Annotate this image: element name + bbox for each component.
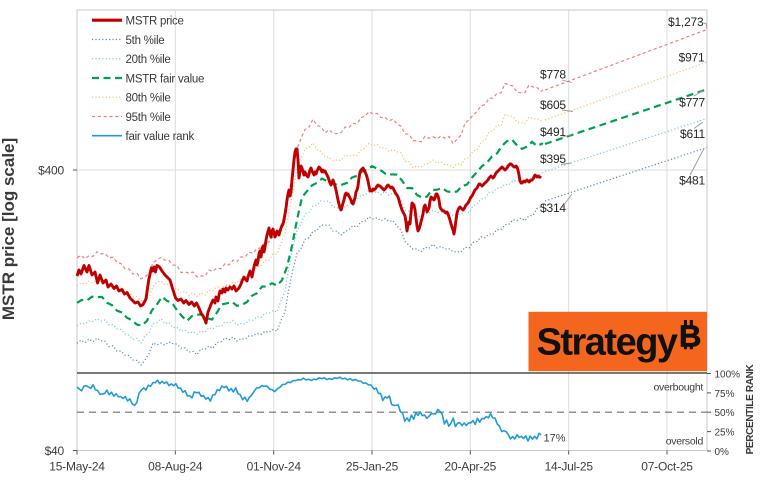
svg-text:$40: $40 <box>45 444 65 458</box>
svg-text:oversold: oversold <box>666 435 704 447</box>
svg-text:08-Aug-24: 08-Aug-24 <box>148 460 203 474</box>
svg-text:$611: $611 <box>680 127 706 141</box>
svg-text:07-Oct-25: 07-Oct-25 <box>641 460 693 474</box>
svg-text:PERCENTILE RANK: PERCENTILE RANK <box>745 363 756 454</box>
svg-text:$491: $491 <box>540 125 566 139</box>
svg-text:fair value rank: fair value rank <box>126 131 195 143</box>
svg-text:25-Jan-25: 25-Jan-25 <box>346 460 399 474</box>
svg-text:95th %ile: 95th %ile <box>126 112 171 124</box>
svg-text:0%: 0% <box>715 447 730 458</box>
svg-text:25%: 25% <box>715 428 735 439</box>
svg-text:01-Nov-24: 01-Nov-24 <box>247 460 302 474</box>
svg-text:50%: 50% <box>715 408 735 419</box>
svg-text:15-May-24: 15-May-24 <box>49 460 105 474</box>
svg-text:$1,273: $1,273 <box>668 15 704 29</box>
svg-text:MSTR price: MSTR price <box>126 16 184 28</box>
svg-text:B: B <box>679 319 701 354</box>
svg-text:75%: 75% <box>715 389 735 400</box>
svg-text:20th %ile: 20th %ile <box>126 54 171 66</box>
svg-text:$395: $395 <box>540 152 566 166</box>
svg-text:Strategy: Strategy <box>537 322 678 364</box>
svg-text:$400: $400 <box>38 163 64 177</box>
svg-text:$605: $605 <box>540 98 566 112</box>
svg-text:MSTR fair value: MSTR fair value <box>126 73 205 85</box>
svg-text:overbought: overbought <box>653 382 703 394</box>
svg-text:80th %ile: 80th %ile <box>126 93 171 105</box>
svg-text:14-Jul-25: 14-Jul-25 <box>545 460 594 474</box>
svg-text:MSTR price [log scale]: MSTR price [log scale] <box>0 138 18 320</box>
svg-text:17%: 17% <box>544 433 566 445</box>
svg-text:5th %ile: 5th %ile <box>126 35 165 47</box>
svg-text:$777: $777 <box>679 96 705 110</box>
svg-text:20-Apr-25: 20-Apr-25 <box>445 460 497 474</box>
svg-text:$314: $314 <box>540 201 566 215</box>
svg-text:100%: 100% <box>715 370 741 381</box>
svg-text:$481: $481 <box>679 173 705 187</box>
svg-text:$778: $778 <box>540 68 566 82</box>
svg-text:$971: $971 <box>679 51 705 65</box>
